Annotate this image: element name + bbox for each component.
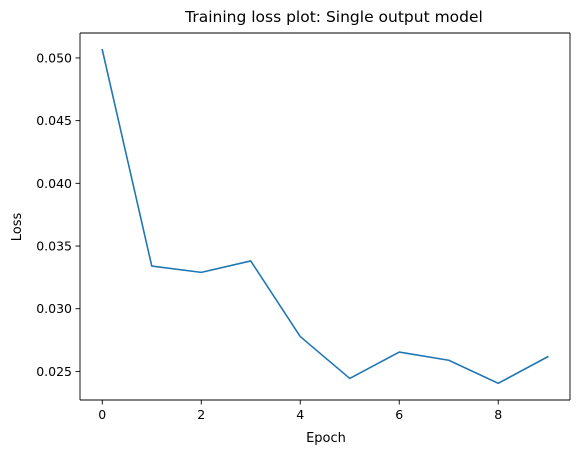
y-tick-label-2: 0.035 [36, 239, 72, 254]
x-tick-label-0: 0 [98, 407, 106, 422]
plot-area: 0 2 4 6 8 0.025 0.030 0.035 0.040 0.045 0.050 [36, 32, 571, 422]
x-axis-label: Epoch [306, 431, 346, 446]
chart-title: Training loss plot: Single output model [184, 8, 483, 26]
y-tick-label-3: 0.040 [36, 176, 72, 191]
x-tick-label-2: 4 [296, 407, 304, 422]
y-tick-label-5: 0.050 [36, 50, 72, 65]
x-tick-label-4: 8 [494, 407, 502, 422]
y-tick-label-1: 0.030 [36, 301, 72, 316]
series-line-0 [101, 48, 549, 385]
y-axis-label: Loss [10, 213, 25, 242]
x-tick-label-3: 6 [395, 407, 403, 422]
y-tick-label-0: 0.025 [36, 364, 72, 379]
x-tick-label-1: 2 [197, 407, 205, 422]
y-tick-label-4: 0.045 [36, 113, 72, 128]
